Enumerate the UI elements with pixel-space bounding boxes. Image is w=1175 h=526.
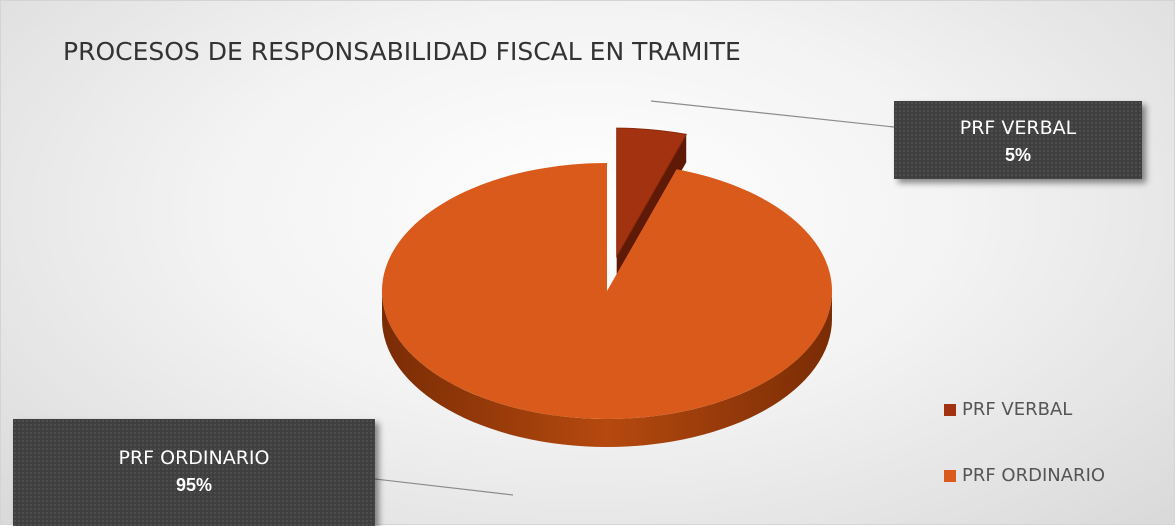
pie-slice-prf-verbal (616, 127, 688, 259)
data-label-prf-verbal: PRF VERBAL 5% (894, 101, 1142, 179)
legend-swatch (944, 403, 956, 416)
data-label-name: PRF VERBAL (959, 117, 1077, 139)
legend-label: PRF ORDINARIO (962, 465, 1106, 486)
data-label-value: 95% (175, 475, 213, 495)
data-label-value: 5% (1004, 145, 1031, 165)
leader-line-prf-verbal (650, 100, 895, 128)
pie-slices (381, 127, 832, 420)
data-label-name: PRF ORDINARIO (118, 447, 270, 469)
legend-label: PRF VERBAL (962, 399, 1073, 420)
pie-slice-prf-ordinario (381, 163, 832, 420)
pie-side-prf-ordinario (382, 291, 832, 447)
leader-lines (374, 100, 895, 496)
chart-title: PROCESOS DE RESPONSABILIDAD FISCAL EN TR… (63, 37, 741, 66)
leader-line-prf-ordinario (374, 478, 514, 496)
legend-item-prf-verbal: PRF VERBAL (944, 399, 1072, 420)
legend-item-prf-ordinario: PRF ORDINARIO (944, 465, 1105, 486)
data-label-prf-ordinario: PRF ORDINARIO 95% (13, 419, 375, 526)
legend-swatch (944, 469, 956, 482)
